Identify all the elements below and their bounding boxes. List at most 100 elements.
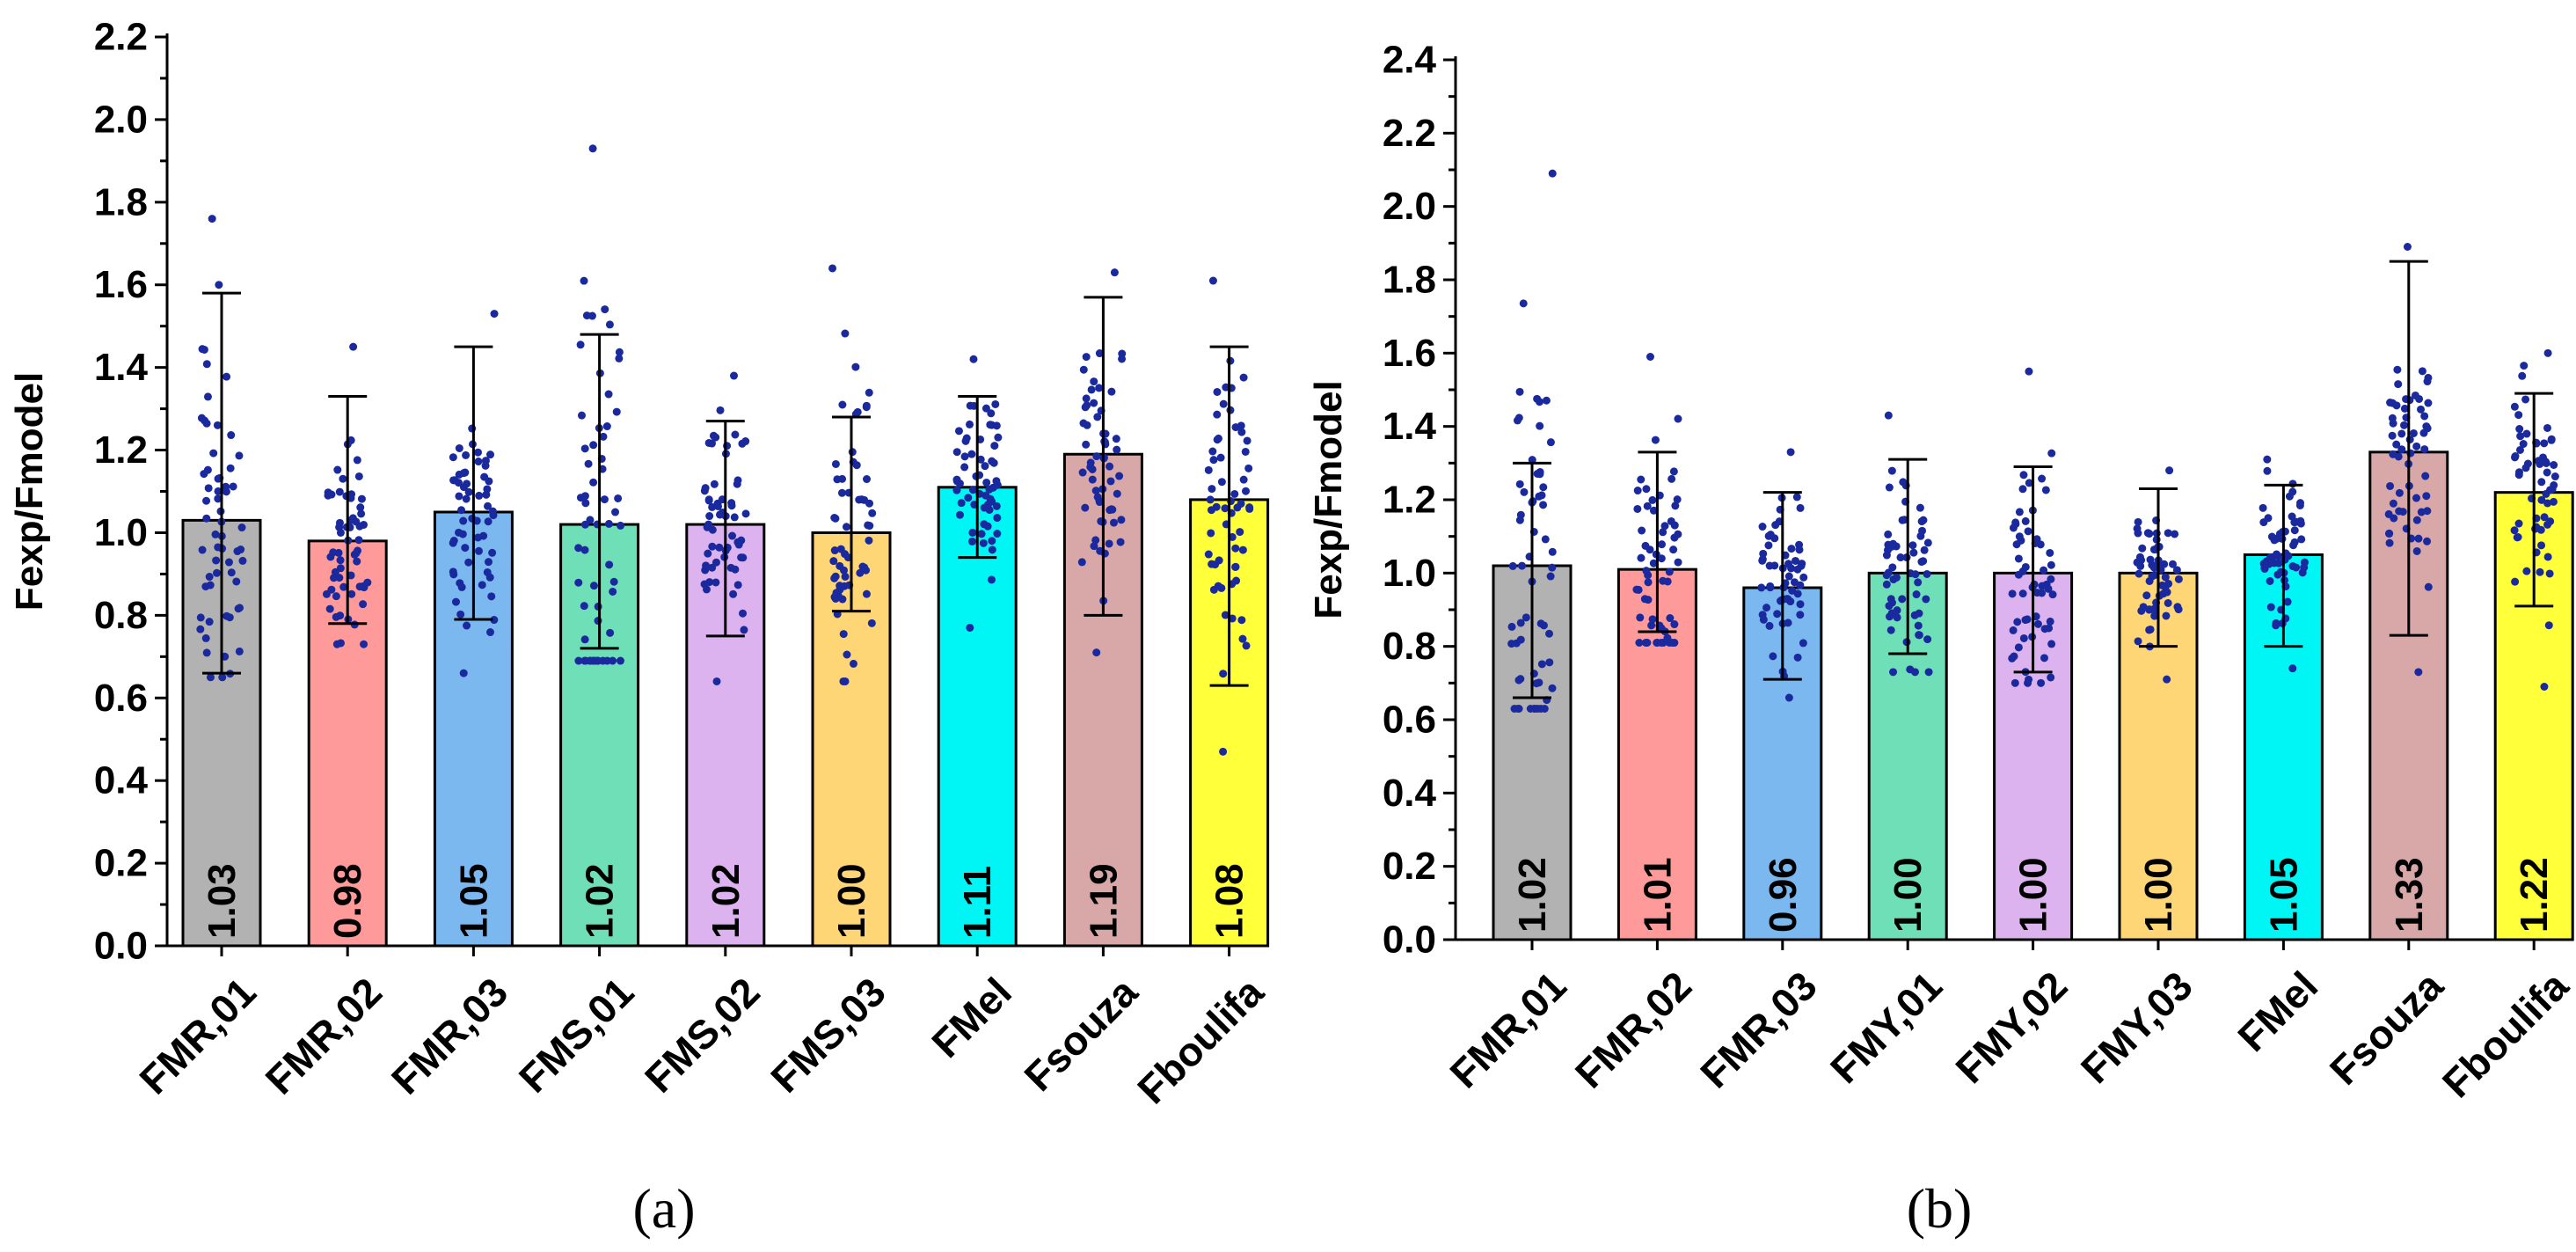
data-point [1770,534,1779,543]
points-group-7 [952,355,1003,632]
data-point [1660,522,1669,531]
data-point [1088,465,1097,473]
data-point [836,545,845,553]
data-point [1906,665,1915,674]
data-point [357,494,366,503]
data-point [1792,493,1801,502]
data-point [2395,488,2404,497]
data-point [1539,483,1548,492]
data-point [2390,514,2398,523]
x-tick-label: FMel [2229,963,2326,1060]
data-point [1110,268,1119,277]
data-point [611,508,620,516]
data-point [1920,545,1929,554]
data-point [196,625,205,633]
data-point [1546,572,1555,581]
data-point [1916,503,1924,512]
data-point [1091,487,1100,495]
data-point [604,390,613,399]
data-point [2018,485,2027,494]
data-point [599,432,608,441]
data-point [2537,541,2546,550]
data-point [1113,445,1121,454]
data-point [1648,615,1657,624]
data-point [2423,537,2432,545]
data-point [2397,445,2406,454]
data-point [615,354,624,362]
bar-value-label: 0.98 [326,863,369,939]
data-point [730,513,739,522]
error-bar-3 [454,345,493,621]
data-point [2422,422,2431,431]
data-point [2540,683,2549,691]
data-point [1923,538,1932,547]
data-point [1915,609,1923,618]
data-point [2274,559,2283,567]
data-point [1790,578,1799,587]
error-bar-5 [2013,465,2053,674]
data-point [483,567,492,576]
data-point [2409,428,2418,437]
data-point [1889,668,1898,677]
data-point [1786,597,1795,606]
data-point [609,577,618,586]
data-point [2514,411,2523,420]
data-point [1651,436,1660,444]
error-bar-7 [958,395,997,560]
data-point [455,443,463,452]
data-point [1533,469,1542,478]
data-point [1209,585,1218,594]
y-tick-label: 0.6 [94,677,148,720]
data-point [1784,560,1793,568]
data-point [2025,367,2033,376]
data-point [208,215,216,223]
data-point [1546,438,1555,447]
data-point [960,463,969,472]
data-point [580,276,588,285]
data-point [2519,440,2528,449]
x-tick-label: FMS,02 [636,969,769,1102]
data-point [336,556,345,565]
data-point [2543,499,2552,508]
data-point [1647,621,1656,630]
data-point [739,553,748,562]
data-point [615,348,624,356]
data-point [580,444,589,453]
data-point [842,523,850,531]
data-point [2021,516,2030,525]
data-point [2008,589,2017,598]
data-point [1082,394,1091,403]
data-point [705,512,714,521]
x-tick-label: FMR,02 [257,969,390,1102]
data-point [2389,419,2397,428]
error-bar-4 [1888,458,1928,655]
data-point [2046,617,2054,626]
data-point [1924,668,1933,677]
data-point [728,531,737,540]
data-point [2521,395,2530,404]
y-axis-title: Fexp/Fmodel [8,372,51,611]
data-point [1663,577,1672,586]
data-point [459,669,468,677]
data-point [1671,502,1680,510]
data-point [1113,489,1121,498]
data-point [712,578,720,587]
data-point [708,563,717,572]
data-point [2164,579,2173,588]
data-point [839,630,848,639]
data-point [1079,365,1088,374]
data-point [1764,541,1773,550]
data-point [475,491,484,500]
data-point [1898,595,1907,604]
data-point [966,623,974,632]
data-point [2134,517,2142,526]
data-point [584,459,593,468]
error-bar-6 [832,415,871,613]
data-point [457,506,466,515]
data-point [1239,475,1248,484]
data-point [2259,518,2268,527]
data-point [2547,435,2556,443]
error-bar-7 [2264,483,2303,648]
data-point [1633,487,1642,495]
data-point [1507,640,1516,648]
